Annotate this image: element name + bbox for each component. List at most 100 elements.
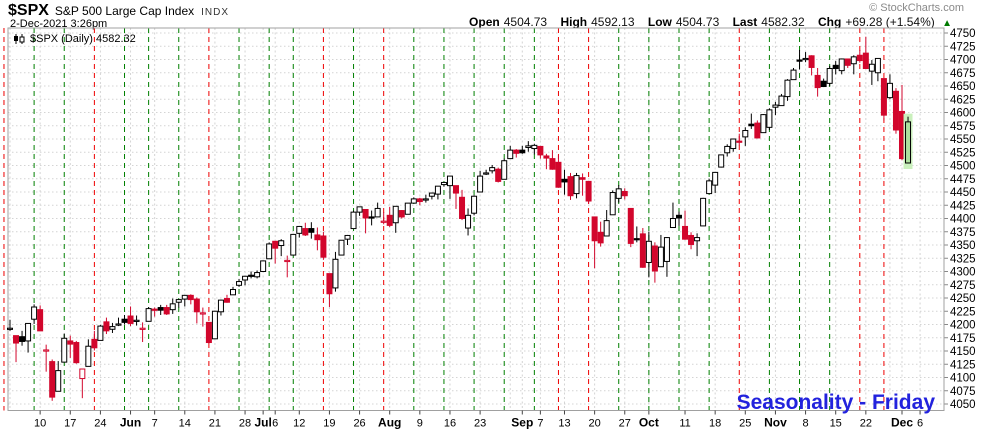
svg-text:22: 22 xyxy=(860,418,872,430)
svg-text:4325: 4325 xyxy=(950,253,976,265)
candle xyxy=(398,210,405,219)
candle xyxy=(139,322,146,342)
svg-text:4225: 4225 xyxy=(950,306,976,318)
candle xyxy=(886,74,893,100)
svg-text:7: 7 xyxy=(152,418,158,430)
candle xyxy=(103,317,110,335)
svg-text:28: 28 xyxy=(239,418,251,430)
svg-text:4525: 4525 xyxy=(950,147,976,159)
candle xyxy=(657,234,664,268)
candle xyxy=(320,231,327,260)
candle xyxy=(832,61,839,75)
candle xyxy=(724,144,731,157)
candle xyxy=(67,335,74,358)
candle xyxy=(7,319,13,331)
candle xyxy=(410,197,417,204)
candle xyxy=(109,322,116,333)
candle xyxy=(537,145,544,159)
svg-text:6: 6 xyxy=(917,418,923,430)
svg-text:4650: 4650 xyxy=(950,81,976,93)
candle xyxy=(754,120,761,139)
candle xyxy=(760,114,767,134)
low-label: Low xyxy=(647,15,672,29)
candle xyxy=(645,231,652,278)
svg-text:4700: 4700 xyxy=(950,55,976,67)
candle xyxy=(290,233,297,256)
candle xyxy=(416,197,423,206)
candle xyxy=(748,113,755,129)
candle xyxy=(175,299,182,308)
candle xyxy=(477,170,484,193)
svg-text:4675: 4675 xyxy=(950,68,976,80)
candle xyxy=(627,207,634,248)
svg-text:10: 10 xyxy=(34,418,46,430)
candle xyxy=(651,242,658,283)
candle xyxy=(712,171,719,194)
candle xyxy=(820,78,827,88)
candle xyxy=(242,275,249,286)
candle xyxy=(314,227,321,251)
candle xyxy=(73,340,80,364)
svg-text:4300: 4300 xyxy=(950,267,976,279)
candle xyxy=(808,55,815,76)
candle xyxy=(434,185,441,200)
candle xyxy=(489,164,496,174)
svg-text:4050: 4050 xyxy=(950,399,976,411)
candle xyxy=(531,143,538,155)
candle xyxy=(585,180,592,204)
candle xyxy=(826,65,833,86)
candle xyxy=(850,55,857,75)
chg-value: +69.28 (+1.54%) xyxy=(845,15,935,29)
candle xyxy=(157,304,164,315)
candle xyxy=(742,127,749,146)
x-axis: 10 17 24 Jun 7 14 21 28 Jul 6 12 19 26 Aug 9 16 23 Sep 7 13… xyxy=(34,410,923,430)
candle xyxy=(121,314,128,325)
candle xyxy=(145,307,152,322)
candle xyxy=(302,222,309,236)
svg-text:14: 14 xyxy=(179,418,191,430)
svg-text:4125: 4125 xyxy=(950,359,976,371)
candle xyxy=(97,325,104,341)
svg-text:7: 7 xyxy=(537,418,543,430)
candle xyxy=(278,239,285,257)
candle xyxy=(784,79,791,101)
candle xyxy=(796,49,803,70)
candle xyxy=(675,211,682,226)
copyright-note: © StockCharts.com xyxy=(869,2,964,14)
open-label: Open xyxy=(469,15,500,29)
svg-text:4500: 4500 xyxy=(950,161,976,173)
candle xyxy=(483,169,490,176)
candle xyxy=(217,299,224,316)
svg-text:23: 23 xyxy=(474,418,486,430)
candlestick-chart-icon xyxy=(14,34,25,44)
candle xyxy=(386,206,393,227)
candle xyxy=(356,206,363,216)
candle xyxy=(205,321,212,344)
candle xyxy=(730,138,737,152)
candle xyxy=(31,304,38,324)
candle xyxy=(874,57,881,82)
chart-title: $SPX S&P 500 Large Cap Index INDX xyxy=(8,2,229,20)
candle xyxy=(597,221,604,247)
plot-border xyxy=(7,27,945,411)
svg-text:Aug: Aug xyxy=(378,416,401,430)
candle xyxy=(236,278,243,287)
svg-text:Jun: Jun xyxy=(120,416,141,430)
svg-text:20: 20 xyxy=(588,418,600,430)
candle xyxy=(362,208,369,234)
svg-text:4200: 4200 xyxy=(950,320,976,332)
candle xyxy=(350,210,357,230)
candle xyxy=(688,232,695,250)
svg-text:4100: 4100 xyxy=(950,373,976,385)
svg-text:4150: 4150 xyxy=(950,346,976,358)
candle xyxy=(465,208,472,236)
candle xyxy=(718,154,725,168)
svg-text:4350: 4350 xyxy=(950,240,976,252)
candle xyxy=(380,212,387,225)
candle xyxy=(579,173,586,196)
candle xyxy=(392,205,399,233)
candle xyxy=(19,330,26,346)
candle xyxy=(814,67,821,97)
candle xyxy=(609,190,616,216)
